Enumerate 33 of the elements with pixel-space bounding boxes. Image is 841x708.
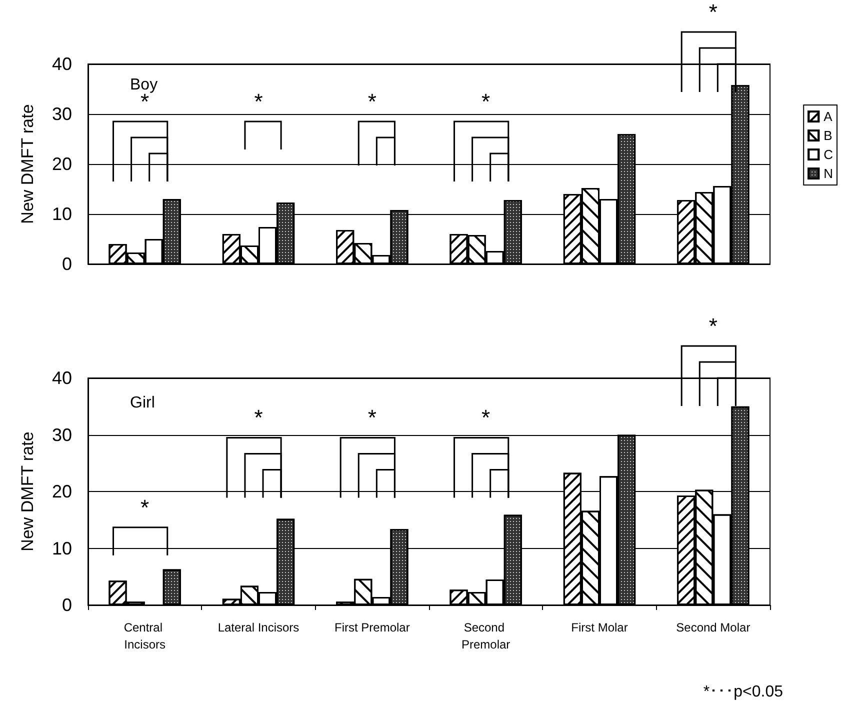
y-tick-label: 20 xyxy=(52,482,72,502)
y-tick-label: 10 xyxy=(52,204,72,224)
y-tick-label: 40 xyxy=(52,368,72,388)
x-tick-label: First Molar xyxy=(571,620,628,634)
x-tick-label: Lateral Incisors xyxy=(218,620,300,634)
legend-label: A xyxy=(824,109,833,124)
annotation: * xyxy=(140,494,150,520)
text: *･･･p<0.05 xyxy=(703,684,784,700)
text: * xyxy=(708,0,718,24)
annotation: * xyxy=(482,89,491,114)
y-axis-title: New DMFT rate xyxy=(18,432,37,552)
text: * xyxy=(708,314,718,338)
annotation: * xyxy=(368,89,377,114)
y-tick-label: 30 xyxy=(52,104,72,124)
legend-label: C xyxy=(824,147,833,162)
y-axis-title: New DMFT rate xyxy=(18,104,37,224)
annotation: * xyxy=(254,405,264,430)
annotation: * xyxy=(368,405,377,430)
annotation: * xyxy=(482,405,491,430)
y-tick-label: 20 xyxy=(52,154,72,174)
legend-label: B xyxy=(824,128,832,143)
annotation: * xyxy=(254,89,264,114)
x-tick-label: Second Premolar xyxy=(461,620,510,652)
x-tick-label: Second Molar xyxy=(676,620,750,634)
y-tick-label: 40 xyxy=(52,54,72,74)
legend-label: N xyxy=(824,166,833,181)
y-tick-label: 0 xyxy=(62,254,72,274)
x-tick-label: Central Incisors xyxy=(124,620,166,652)
y-tick-label: 10 xyxy=(52,538,72,558)
y-tick-label: 0 xyxy=(62,595,72,615)
y-tick-label: 30 xyxy=(52,424,72,445)
text: Girl xyxy=(130,394,155,412)
x-tick-label: First Premolar xyxy=(334,620,410,634)
